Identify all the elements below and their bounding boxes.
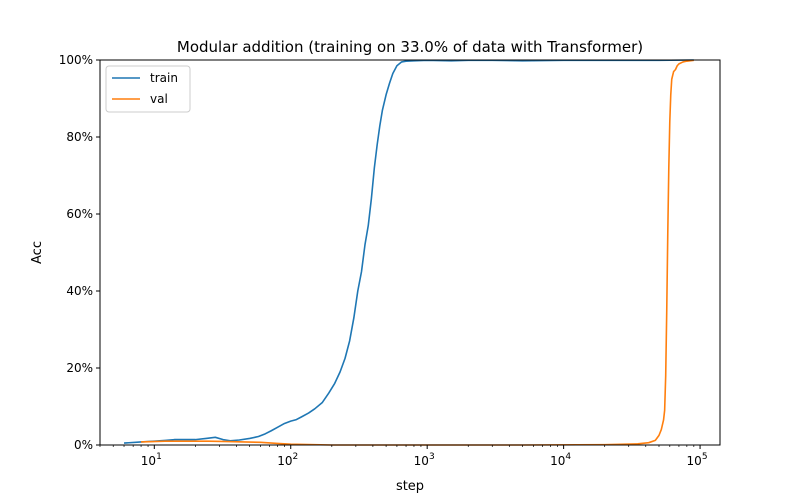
y-tick-label: 100% bbox=[59, 53, 93, 67]
legend: train val bbox=[105, 65, 191, 113]
series-line-train bbox=[123, 59, 694, 444]
axes-frame bbox=[99, 59, 721, 446]
x-axis-label: step bbox=[396, 479, 424, 494]
x-axis-ticks: 101 102 103 104 105 bbox=[99, 445, 708, 468]
legend-label-train: train bbox=[150, 71, 178, 85]
y-tick-label: 20% bbox=[66, 361, 93, 375]
y-tick-label: 60% bbox=[66, 207, 93, 221]
y-tick-label: 80% bbox=[66, 130, 93, 144]
x-tick-label: 104 bbox=[550, 452, 571, 468]
y-tick-label: 40% bbox=[66, 284, 93, 298]
x-tick-label: 105 bbox=[687, 452, 708, 468]
x-tick-label: 102 bbox=[277, 452, 298, 468]
y-axis-label: Acc bbox=[30, 241, 45, 264]
legend-label-val: val bbox=[150, 92, 168, 106]
plot-area bbox=[123, 59, 694, 446]
x-tick-label: 103 bbox=[414, 452, 435, 468]
y-tick-label: 0% bbox=[74, 438, 93, 452]
x-tick-label: 101 bbox=[141, 452, 162, 468]
chart-title: Modular addition (training on 33.0% of d… bbox=[177, 38, 643, 56]
series-line-val bbox=[141, 59, 694, 446]
y-axis-ticks: 0% 20% 40% 60% 80% 100% bbox=[59, 53, 100, 452]
